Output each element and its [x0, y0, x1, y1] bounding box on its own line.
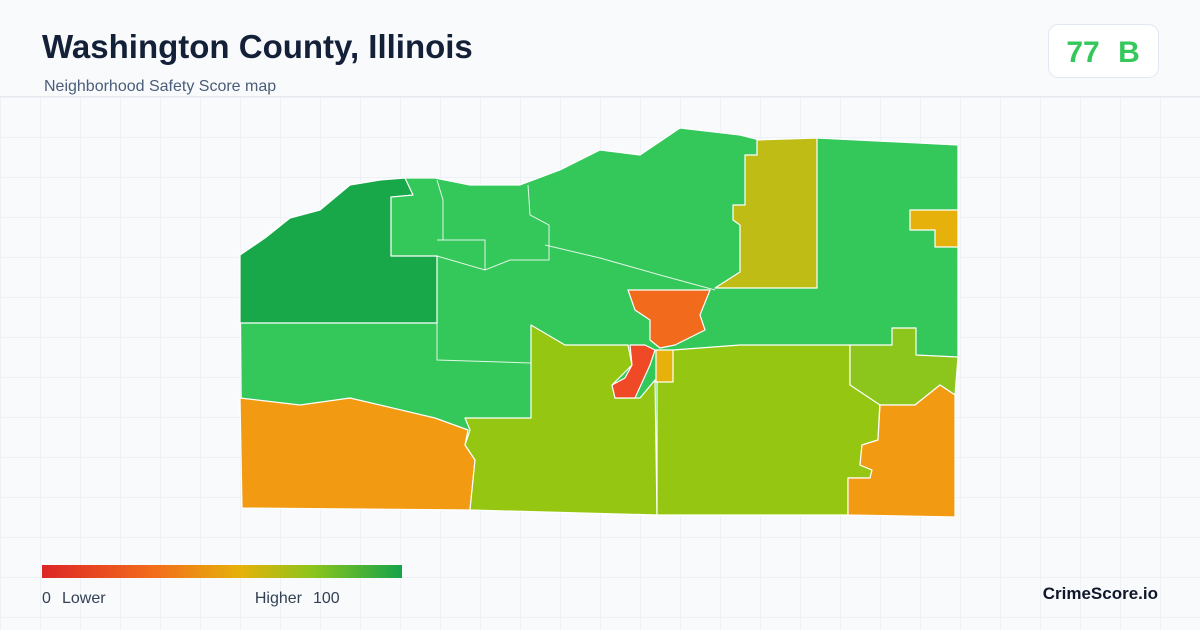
region: [655, 349, 674, 383]
region-border: [437, 239, 486, 270]
legend-gradient: [42, 565, 402, 578]
score-badge: [1048, 24, 1159, 78]
region: [239, 397, 476, 511]
region: [849, 327, 959, 406]
region: [847, 384, 956, 518]
brand: CrimeScore.io: [1043, 584, 1158, 603]
score-value: 77: [1066, 36, 1099, 69]
legend-min-label: Lower: [62, 590, 106, 607]
region: [611, 344, 656, 399]
region-border: [436, 184, 550, 271]
region: [656, 344, 881, 516]
legend-max-label: Higher: [255, 590, 303, 607]
header-band: [0, 0, 1200, 96]
region-border: [544, 244, 716, 291]
region: [464, 324, 658, 516]
region: [627, 289, 711, 349]
score-grade: B: [1118, 36, 1140, 69]
county-map: [239, 127, 959, 518]
region-border: [436, 256, 532, 364]
subtitle: Neighborhood Safety Score map: [44, 78, 276, 95]
legend-min: 0: [42, 590, 51, 607]
title: Washington County, Illinois: [42, 28, 473, 65]
region-border: [436, 179, 444, 240]
region: [909, 209, 959, 248]
legend-max: 100: [313, 590, 340, 607]
region: [714, 137, 818, 289]
